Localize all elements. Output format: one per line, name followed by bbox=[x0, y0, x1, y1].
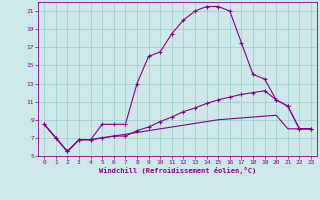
X-axis label: Windchill (Refroidissement éolien,°C): Windchill (Refroidissement éolien,°C) bbox=[99, 167, 256, 174]
